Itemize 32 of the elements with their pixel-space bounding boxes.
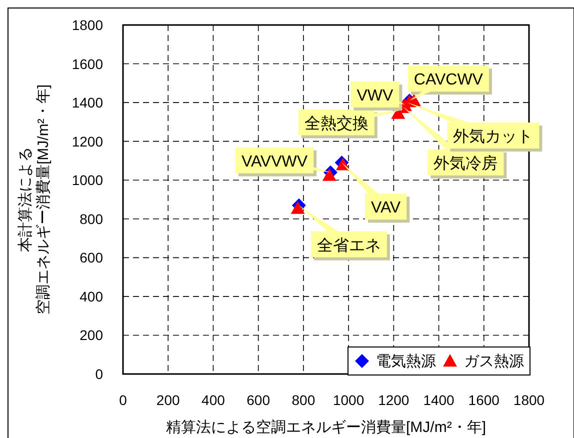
y-tick-label: 1600 [72,56,104,72]
y-tick-label: 600 [80,250,104,266]
y-tick-label: 200 [80,327,104,344]
x-tick-label: 800 [292,392,316,408]
text: 本計算法による [17,147,34,252]
legend-label: ガス熱源 [464,353,524,370]
y-tick-label: 800 [80,210,104,227]
annotation: CAVCWV [414,72,484,89]
x-tick-label: 0 [119,392,128,408]
x-tick-label: 400 [202,392,226,408]
y-tick-label: 1000 [72,172,104,188]
annotation: VWV [356,87,394,104]
y-tick-label: 1800 [72,17,104,33]
y-tick-label: 0 [95,366,104,382]
x-tick-label: 1800 [513,392,545,408]
annotation: 全省エネ [316,236,381,254]
x-tick-label: 200 [156,392,180,408]
x-tick-label: 1000 [332,392,364,408]
legend-label: 電気熱源 [376,353,436,370]
annotation: VAV [342,162,410,223]
annotation: CAVCWV [408,66,492,101]
y-tick-label: 1200 [72,133,104,150]
annotation: VAV [370,200,401,217]
x-tick-label: 1400 [423,392,455,408]
annotation: 外気冷房 [434,154,498,172]
text: 空調エネルギー消費量[MJ/m²・年] [35,84,52,314]
x-tick-label: 1200 [378,392,410,408]
x-tick-label: 1600 [468,392,500,408]
x-tick-label: 600 [246,392,270,408]
y-tick-label: 1400 [72,94,104,111]
y-tick-label: 400 [80,288,104,304]
x-axis-title: 精算法による空調エネルギー消費量[MJ/m²・年] [166,419,486,436]
